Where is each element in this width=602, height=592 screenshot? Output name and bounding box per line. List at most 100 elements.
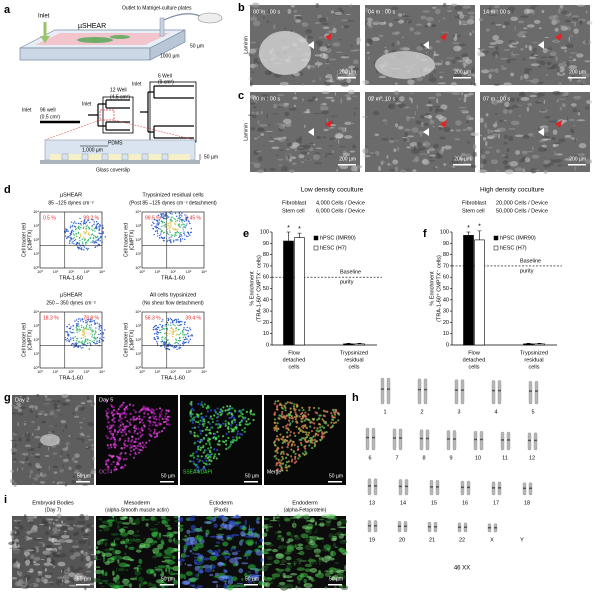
texture — [250, 577, 255, 580]
texture — [60, 420, 67, 424]
texture — [34, 514, 37, 519]
scatter-dot — [184, 336, 187, 339]
texture — [247, 564, 256, 570]
scatter-dot — [100, 325, 102, 327]
texture — [186, 538, 192, 541]
texture — [500, 57, 509, 60]
cell — [293, 403, 296, 406]
scatter-dot — [177, 324, 179, 326]
scatter-dot — [83, 328, 85, 330]
texture — [104, 542, 108, 547]
cell — [306, 440, 309, 443]
cell — [134, 437, 138, 441]
scatter-dot — [79, 233, 82, 235]
texture — [299, 572, 309, 578]
texture — [214, 545, 220, 547]
scatter-dot — [104, 236, 106, 238]
bar — [523, 343, 534, 346]
texture — [577, 111, 581, 116]
texture — [562, 28, 564, 31]
scatter-dot — [95, 338, 97, 340]
texture — [471, 30, 475, 34]
texture — [162, 521, 169, 526]
scatter-dot — [154, 218, 156, 221]
texture — [428, 106, 433, 112]
chromosome-band — [464, 526, 467, 528]
scatter-dot — [155, 225, 157, 227]
texture — [35, 453, 41, 456]
texture — [277, 534, 282, 538]
scatter-dot — [82, 343, 84, 346]
cell — [208, 463, 211, 466]
texture — [84, 529, 88, 534]
texture — [224, 557, 227, 561]
cell — [161, 408, 164, 412]
scatter-dot — [183, 232, 185, 235]
texture — [255, 111, 260, 115]
texture — [329, 569, 334, 575]
cell — [304, 447, 307, 450]
chromosome-label: 16 — [462, 500, 468, 506]
cell — [119, 427, 122, 430]
scatter-dot — [175, 339, 178, 341]
cell — [190, 432, 193, 435]
scatter-dot — [78, 225, 80, 227]
cell — [154, 424, 157, 427]
texture — [527, 132, 534, 137]
texture — [112, 570, 115, 576]
cell — [235, 439, 238, 442]
cell — [130, 435, 134, 438]
chromosome-band — [430, 486, 433, 488]
chromosome — [500, 431, 505, 451]
cell — [282, 440, 285, 443]
texture — [493, 129, 501, 133]
texture — [42, 543, 46, 548]
texture — [544, 49, 551, 52]
cell — [130, 440, 133, 444]
scatter-dot — [171, 331, 173, 333]
texture — [413, 145, 416, 151]
texture — [30, 583, 34, 588]
texture — [39, 480, 45, 484]
scatter-dot — [182, 333, 184, 335]
cell — [166, 419, 169, 422]
cell — [319, 429, 322, 432]
scatter-dot — [156, 223, 158, 225]
texture — [137, 564, 141, 567]
texture — [173, 578, 177, 581]
scatter-dot — [186, 326, 188, 329]
texture — [436, 98, 439, 104]
texture — [95, 566, 101, 568]
texture — [552, 18, 560, 24]
timestamp: 04 m : 00 s — [368, 9, 395, 15]
scatter-dot — [168, 237, 170, 239]
cell — [132, 409, 136, 412]
cell — [202, 444, 205, 447]
x-tick-label: 10⁴ — [201, 270, 207, 274]
scatter-dot — [174, 330, 176, 333]
cell — [217, 415, 220, 418]
cell — [322, 426, 326, 430]
texture — [522, 168, 526, 174]
cell — [292, 407, 296, 410]
cell — [133, 425, 136, 428]
cell — [203, 420, 206, 423]
scatter-dot — [82, 223, 85, 225]
texture — [138, 544, 144, 549]
scatter-dot — [164, 338, 166, 340]
texture — [304, 544, 314, 551]
cell — [297, 457, 300, 460]
texture — [61, 402, 66, 406]
texture — [559, 71, 564, 75]
scatter-dot — [84, 343, 86, 346]
cell — [311, 446, 314, 450]
texture — [281, 83, 283, 86]
scatter-dot — [73, 234, 75, 236]
cell — [151, 411, 154, 414]
cell — [337, 419, 340, 422]
cell — [134, 440, 137, 443]
scatter-dot — [174, 231, 177, 234]
texture — [409, 96, 412, 101]
cell — [213, 432, 217, 436]
scatter-dot — [167, 319, 170, 322]
